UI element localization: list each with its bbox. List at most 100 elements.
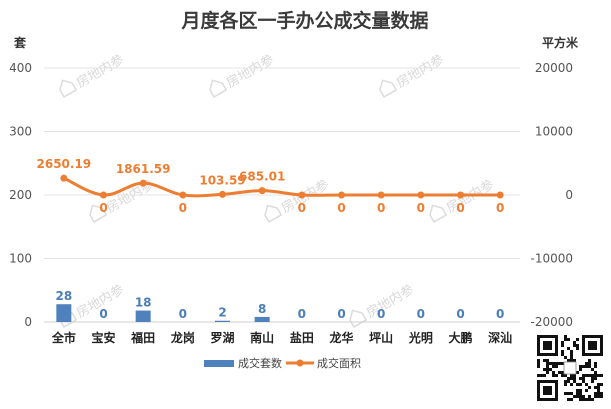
qr-module (543, 368, 546, 371)
watermark-text: 房地内参 (224, 52, 277, 92)
qr-module (543, 359, 546, 362)
bar-value-label: 0 (496, 307, 504, 321)
house-logo-icon (349, 309, 368, 328)
line-value-label: 0 (377, 201, 385, 215)
qr-module (570, 377, 573, 380)
qr-module (570, 356, 573, 359)
qr-module (552, 362, 555, 365)
qr-module (597, 395, 600, 398)
line-value-label: 1861.59 (116, 162, 171, 176)
qr-module (600, 383, 603, 386)
line-point (258, 187, 266, 195)
left-axis-ticks: 0 100 200 300 400 (9, 61, 32, 329)
category-label: 深汕 (488, 330, 512, 345)
bar-value-label: 0 (99, 307, 107, 321)
legend-line-label: 成交面积 (317, 356, 361, 370)
qr-module (555, 362, 558, 365)
watermark-text: 房地内参 (364, 282, 417, 322)
line-value-label: 0 (456, 201, 464, 215)
qr-module (597, 386, 600, 389)
qr-module (576, 395, 579, 398)
category-label: 罗湖 (210, 330, 234, 345)
watermark: 房地内参 (429, 177, 497, 223)
qr-finder (543, 341, 552, 350)
qr-module (594, 395, 597, 398)
right-tick-label: 20000 (535, 61, 573, 75)
qr-finder (543, 386, 552, 395)
right-tick-label: 0 (565, 188, 573, 202)
legend: 成交套数 成交面积 (204, 356, 361, 370)
qr-module (588, 362, 591, 365)
category-label: 全市 (51, 330, 76, 345)
qr-module (564, 383, 567, 386)
category-label: 光明 (408, 330, 433, 345)
line-point (298, 191, 306, 199)
bar (254, 316, 270, 322)
qr-module (546, 365, 549, 368)
qr-module (579, 365, 582, 368)
qr-module (588, 398, 591, 401)
qr-module (543, 374, 546, 377)
qr-module (537, 359, 540, 362)
house-logo-icon (89, 204, 108, 223)
qr-module (573, 374, 576, 377)
qr-module (597, 374, 600, 377)
line-value-label: 0 (337, 201, 345, 215)
qr-module (582, 365, 585, 368)
qr-module (564, 380, 567, 383)
house-logo-icon (264, 204, 283, 223)
qr-module (540, 374, 543, 377)
qr-module (570, 374, 573, 377)
qr-module (579, 398, 582, 401)
chart-title: 月度各区一手办公成交量数据 (180, 9, 428, 32)
qr-module (567, 377, 570, 380)
qr-module (573, 377, 576, 380)
qr-module (594, 386, 597, 389)
qr-module (585, 389, 588, 392)
qr-module (546, 368, 549, 371)
qr-module (579, 377, 582, 380)
qr-module (561, 374, 564, 377)
left-tick-label: 200 (9, 188, 32, 202)
qr-module (582, 380, 585, 383)
qr-module (567, 398, 570, 401)
qr-module (579, 392, 582, 395)
left-tick-label: 400 (9, 61, 32, 75)
bar-value-label: 0 (298, 307, 306, 321)
qr-module (561, 353, 564, 356)
qr-module (585, 362, 588, 365)
bar (135, 310, 151, 322)
qr-module (576, 347, 579, 350)
qr-module (561, 350, 564, 353)
qr-module (549, 362, 552, 365)
qr-module (579, 383, 582, 386)
bar (56, 304, 72, 322)
house-logo-icon (59, 79, 78, 98)
qr-module (585, 383, 588, 386)
qr-module (582, 374, 585, 377)
category-label: 坪山 (369, 330, 393, 345)
qr-module (576, 344, 579, 347)
line-value-label: 103.59 (199, 173, 245, 187)
category-label: 盐田 (290, 330, 314, 345)
qr-module (564, 374, 567, 377)
qr-module (594, 377, 597, 380)
line-value-label: 0 (99, 201, 107, 215)
bar-value-label: 0 (337, 307, 345, 321)
line-point (457, 191, 464, 199)
category-label: 龙华 (329, 330, 353, 345)
house-logo-icon (209, 79, 228, 98)
qr-module (558, 371, 561, 374)
qr-module (591, 380, 594, 383)
left-tick-label: 0 (24, 315, 32, 329)
left-tick-label: 300 (9, 125, 32, 139)
category-labels: 全市 宝安 福田 龙岗 罗湖 南山 盐田 龙华 坪山 光明 大鹏 深汕 (51, 330, 512, 345)
qr-module (576, 338, 579, 341)
qr-module (567, 392, 570, 395)
qr-finder (588, 341, 597, 350)
qr-module (564, 356, 567, 359)
qr-module (582, 395, 585, 398)
watermark-text: 房地内参 (394, 52, 447, 92)
line-point (377, 191, 385, 199)
